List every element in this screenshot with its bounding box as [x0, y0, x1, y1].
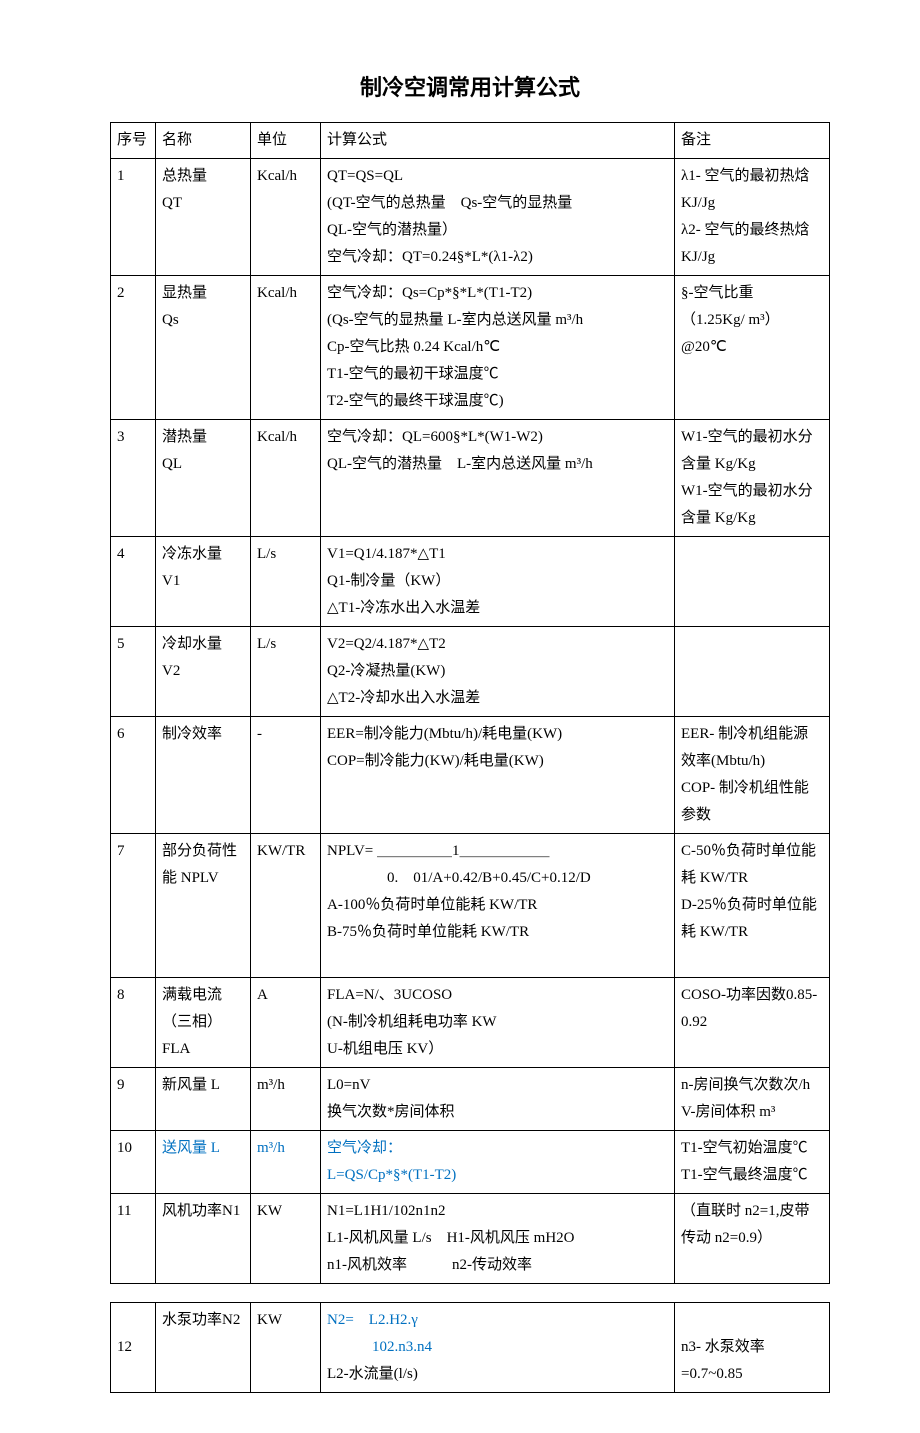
cell-name: 水泵功率N2: [156, 1303, 251, 1393]
cell-unit: L/s: [251, 627, 321, 717]
cell-num: 7: [111, 834, 156, 978]
table-row: 5冷却水量V2L/sV2=Q2/4.187*△T2Q2-冷凝热量(KW)△T2-…: [111, 627, 830, 717]
cell-unit: L/s: [251, 537, 321, 627]
cell-unit: m³/h: [251, 1131, 321, 1194]
table-row: 8满载电流（三相）FLAAFLA=N/、3UCOSO(N-制冷机组耗电功率 KW…: [111, 978, 830, 1068]
cell-unit: -: [251, 717, 321, 834]
cell-unit: KW: [251, 1194, 321, 1284]
cell-formula: FLA=N/、3UCOSO(N-制冷机组耗电功率 KWU-机组电压 KV）: [321, 978, 675, 1068]
cell-unit: KW/TR: [251, 834, 321, 978]
cell-formula: L0=nV换气次数*房间体积: [321, 1068, 675, 1131]
cell-note: W1-空气的最初水分含量 Kg/KgW1-空气的最初水分含量 Kg/Kg: [675, 420, 830, 537]
cell-formula: V2=Q2/4.187*△T2Q2-冷凝热量(KW)△T2-冷却水出入水温差: [321, 627, 675, 717]
table-row: 12 水泵功率N2 KW N2= L2.H2.γ 102.n3.n4L2-水流量…: [111, 1303, 830, 1393]
cell-formula: N2= L2.H2.γ 102.n3.n4L2-水流量(l/s): [321, 1303, 675, 1393]
cell-num: 5: [111, 627, 156, 717]
table-row: 10送风量 Lm³/h空气冷却：L=QS/Cp*§*(T1-T2)T1-空气初始…: [111, 1131, 830, 1194]
cell-unit: KW: [251, 1303, 321, 1393]
cell-note: n3- 水泵效率=0.7~0.85: [675, 1303, 830, 1393]
cell-name: 潜热量QL: [156, 420, 251, 537]
cell-note: （直联时 n2=1,皮带传动 n2=0.9）: [675, 1194, 830, 1284]
cell-unit: A: [251, 978, 321, 1068]
cell-formula: N1=L1H1/102n1n2L1-风机风量 L/s H1-风机风压 mH2On…: [321, 1194, 675, 1284]
table-row: 11风机功率N1KWN1=L1H1/102n1n2L1-风机风量 L/s H1-…: [111, 1194, 830, 1284]
cell-num: 4: [111, 537, 156, 627]
cell-num: 9: [111, 1068, 156, 1131]
cell-name: 总热量QT: [156, 159, 251, 276]
header-num: 序号: [111, 123, 156, 159]
cell-unit: m³/h: [251, 1068, 321, 1131]
cell-note: C-50％负荷时单位能耗 KW/TRD-25％负荷时单位能耗 KW/TR: [675, 834, 830, 978]
cell-formula: 空气冷却：L=QS/Cp*§*(T1-T2): [321, 1131, 675, 1194]
cell-name: 新风量 L: [156, 1068, 251, 1131]
table-row: 1总热量QTKcal/hQT=QS=QL(QT-空气的总热量 Qs-空气的显热量…: [111, 159, 830, 276]
cell-note: n-房间换气次数次/hV-房间体积 m³: [675, 1068, 830, 1131]
formula-table-main: 序号 名称 单位 计算公式 备注 1总热量QTKcal/hQT=QS=QL(QT…: [110, 122, 830, 1284]
table-header-row: 序号 名称 单位 计算公式 备注: [111, 123, 830, 159]
formula-table-split: 12 水泵功率N2 KW N2= L2.H2.γ 102.n3.n4L2-水流量…: [110, 1302, 830, 1393]
cell-note: λ1- 空气的最初热焓 KJ/Jgλ2- 空气的最终热焓 KJ/Jg: [675, 159, 830, 276]
header-note: 备注: [675, 123, 830, 159]
table-row: 9新风量 Lm³/hL0=nV换气次数*房间体积n-房间换气次数次/hV-房间体…: [111, 1068, 830, 1131]
cell-num: 11: [111, 1194, 156, 1284]
cell-unit: Kcal/h: [251, 420, 321, 537]
cell-name: 冷冻水量V1: [156, 537, 251, 627]
table-row: 6制冷效率-EER=制冷能力(Mbtu/h)/耗电量(KW)COP=制冷能力(K…: [111, 717, 830, 834]
cell-formula: EER=制冷能力(Mbtu/h)/耗电量(KW)COP=制冷能力(KW)/耗电量…: [321, 717, 675, 834]
cell-num: 2: [111, 276, 156, 420]
header-unit: 单位: [251, 123, 321, 159]
table-row: 3潜热量QLKcal/h空气冷却：QL=600§*L*(W1-W2)QL-空气的…: [111, 420, 830, 537]
cell-formula: V1=Q1/4.187*△T1Q1-制冷量（KW）△T1-冷冻水出入水温差: [321, 537, 675, 627]
header-name: 名称: [156, 123, 251, 159]
cell-num: 10: [111, 1131, 156, 1194]
table-row: 2显热量QsKcal/h空气冷却：Qs=Cp*§*L*(T1-T2)(Qs-空气…: [111, 276, 830, 420]
cell-name: 部分负荷性能 NPLV: [156, 834, 251, 978]
cell-note: [675, 627, 830, 717]
page-title: 制冷空调常用计算公式: [110, 70, 830, 102]
cell-num: 8: [111, 978, 156, 1068]
cell-num: 6: [111, 717, 156, 834]
cell-unit: Kcal/h: [251, 276, 321, 420]
cell-num: 1: [111, 159, 156, 276]
cell-formula: 空气冷却：QL=600§*L*(W1-W2)QL-空气的潜热量 L-室内总送风量…: [321, 420, 675, 537]
cell-note: [675, 537, 830, 627]
cell-note: COSO-功率因数0.85-0.92: [675, 978, 830, 1068]
header-formula: 计算公式: [321, 123, 675, 159]
cell-note: EER- 制冷机组能源效率(Mbtu/h)COP- 制冷机组性能参数: [675, 717, 830, 834]
table-row: 4冷冻水量V1L/sV1=Q1/4.187*△T1Q1-制冷量（KW）△T1-冷…: [111, 537, 830, 627]
cell-formula: 空气冷却：Qs=Cp*§*L*(T1-T2)(Qs-空气的显热量 L-室内总送风…: [321, 276, 675, 420]
cell-name: 风机功率N1: [156, 1194, 251, 1284]
cell-name: 冷却水量V2: [156, 627, 251, 717]
cell-formula: NPLV= ＿＿＿＿＿1＿＿＿＿＿＿ 0. 01/A+0.42/B+0.45/C…: [321, 834, 675, 978]
cell-name: 显热量Qs: [156, 276, 251, 420]
cell-num: 3: [111, 420, 156, 537]
cell-name: 满载电流（三相）FLA: [156, 978, 251, 1068]
cell-name: 制冷效率: [156, 717, 251, 834]
cell-name: 送风量 L: [156, 1131, 251, 1194]
table-row: 7部分负荷性能 NPLVKW/TRNPLV= ＿＿＿＿＿1＿＿＿＿＿＿ 0. 0…: [111, 834, 830, 978]
cell-num: 12: [111, 1303, 156, 1393]
cell-formula: QT=QS=QL(QT-空气的总热量 Qs-空气的显热量QL-空气的潜热量）空气…: [321, 159, 675, 276]
cell-unit: Kcal/h: [251, 159, 321, 276]
cell-note: T1-空气初始温度℃T1-空气最终温度℃: [675, 1131, 830, 1194]
cell-note: §-空气比重（1.25Kg/ m³）@20℃: [675, 276, 830, 420]
